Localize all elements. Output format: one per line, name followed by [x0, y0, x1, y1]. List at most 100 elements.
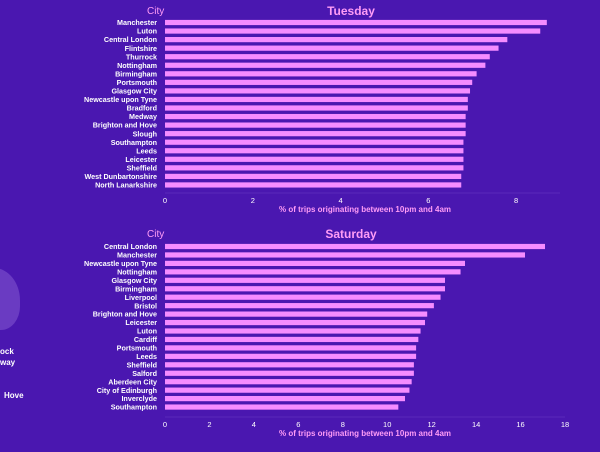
x-tick-label: 18 [561, 420, 569, 429]
category-label: Luton [137, 27, 157, 36]
bar [165, 28, 541, 34]
background-label-fragment: ock [0, 347, 14, 356]
category-header: City [147, 6, 164, 17]
bar [165, 345, 417, 351]
category-label: Sheffield [127, 163, 157, 172]
x-tick-label: 2 [251, 196, 255, 205]
category-label: Slough [133, 129, 157, 138]
bar [165, 148, 464, 154]
category-header: City [147, 229, 164, 240]
category-label: Inverclyde [121, 394, 157, 403]
background-label-fragment: Hove [4, 391, 24, 400]
bar [165, 139, 464, 145]
bar [165, 311, 428, 317]
category-label: Portsmouth [117, 344, 157, 353]
x-tick-label: 4 [338, 196, 342, 205]
category-label: West Dunbartonshire [84, 172, 157, 181]
category-label: Sheffield [127, 360, 157, 369]
category-label: Leeds [136, 352, 157, 361]
category-label: Leicester [125, 318, 157, 327]
x-tick-label: 8 [514, 196, 518, 205]
category-label: Central London [104, 242, 157, 251]
bar [165, 328, 421, 334]
bar [165, 131, 466, 137]
x-tick-label: 8 [341, 420, 345, 429]
bar [165, 96, 468, 103]
bar [165, 105, 468, 111]
bar [165, 173, 462, 179]
bar [165, 269, 461, 275]
x-tick-label: 6 [426, 196, 430, 205]
category-label: Brighton and Hove [93, 310, 157, 319]
map-fragment [0, 268, 20, 330]
bar [165, 252, 525, 258]
category-label: Glasgow City [111, 276, 157, 285]
category-label: Medway [129, 112, 157, 121]
chart-title: Saturday [325, 227, 377, 241]
x-axis-label: % of trips originating between 10pm and … [279, 205, 451, 214]
bar [165, 243, 545, 250]
category-label: Liverpool [125, 293, 157, 302]
bar [165, 286, 445, 292]
category-label: North Lanarkshire [95, 181, 157, 190]
bar [165, 404, 399, 410]
bar [165, 54, 490, 60]
bar [165, 156, 464, 162]
category-label: Thurrock [126, 52, 157, 61]
category-label: Nottingham [117, 267, 157, 276]
x-axis-label: % of trips originating between 10pm and … [279, 429, 451, 438]
bar [165, 353, 417, 359]
x-tick-label: 4 [252, 420, 256, 429]
category-label: Brighton and Hove [93, 121, 157, 130]
bar [165, 182, 462, 188]
category-label: Birmingham [115, 284, 157, 293]
bar [165, 277, 445, 283]
category-label: Salford [132, 369, 157, 378]
category-label: Central London [104, 35, 157, 44]
bar [165, 362, 414, 368]
bar [165, 165, 464, 171]
category-label: Newcastle upon Tyne [84, 95, 157, 104]
bar [165, 45, 499, 51]
x-tick-label: 0 [163, 196, 167, 205]
chart-title: Tuesday [327, 4, 375, 18]
category-label: Newcastle upon Tyne [84, 259, 157, 268]
category-label: Luton [137, 327, 157, 336]
category-label: Bristol [134, 301, 157, 310]
bar [165, 303, 434, 309]
bar [165, 113, 466, 120]
category-label: Aberdeen City [108, 377, 157, 386]
category-label: Leicester [125, 155, 157, 164]
x-tick-label: 12 [427, 420, 435, 429]
bar [165, 319, 425, 326]
x-tick-label: 0 [163, 420, 167, 429]
x-tick-label: 14 [472, 420, 480, 429]
x-tick-label: 16 [516, 420, 524, 429]
category-label: City of Edinburgh [97, 386, 157, 395]
category-label: Manchester [117, 251, 157, 260]
bar [165, 79, 473, 85]
bar [165, 294, 441, 300]
bar [165, 122, 466, 128]
category-label: Portsmouth [117, 78, 157, 87]
bar [165, 37, 508, 43]
x-tick-label: 10 [383, 420, 391, 429]
category-label: Southampton [111, 403, 157, 412]
bar [165, 260, 465, 266]
bar [165, 370, 414, 376]
category-label: Bradford [127, 104, 157, 113]
category-label: Birmingham [115, 69, 157, 78]
bar [165, 19, 547, 26]
category-label: Leeds [136, 146, 157, 155]
category-label: Manchester [117, 18, 157, 27]
bar [165, 396, 405, 402]
background-label-fragment: way [0, 358, 16, 367]
bar [165, 88, 471, 94]
category-label: Southampton [111, 138, 157, 147]
x-tick-label: 6 [296, 420, 300, 429]
bar [165, 336, 419, 343]
bar [165, 387, 410, 393]
bar [165, 379, 412, 385]
category-label: Cardiff [134, 335, 158, 344]
